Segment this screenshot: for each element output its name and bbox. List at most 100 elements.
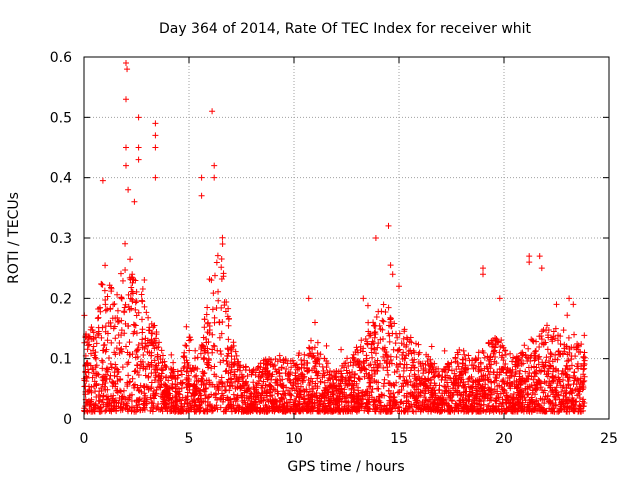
data-point [485,357,492,364]
data-point [314,350,321,357]
data-point [344,370,351,377]
data-point [390,394,397,401]
data-point [338,346,345,353]
data-point [172,406,179,413]
data-point [184,359,191,366]
data-point [500,344,507,351]
data-point [125,396,132,403]
data-point [254,380,261,387]
data-point [532,355,539,362]
data-point [218,256,225,263]
data-point [285,370,292,377]
data-point [129,296,136,303]
data-point [546,362,553,369]
data-point [407,367,414,374]
data-point [137,406,144,413]
data-point [133,298,140,305]
data-point [114,291,121,298]
data-point [84,360,91,367]
data-point [415,351,422,358]
peak-point [385,222,392,229]
data-point [441,407,448,414]
data-point [522,378,529,385]
data-point [556,407,563,414]
data-point [232,348,239,355]
data-point [122,395,129,402]
data-point [145,314,152,321]
grid-lines [84,57,609,419]
data-point [264,375,271,382]
data-point [256,377,263,384]
y-tick-label: 0.6 [50,50,72,66]
data-point [536,379,543,386]
data-point [348,385,355,392]
data-point [150,403,157,410]
data-point [387,399,394,406]
data-point [507,350,514,357]
data-point [551,408,558,415]
data-point [172,388,179,395]
data-point [458,368,465,375]
data-point [209,306,216,313]
data-point [389,330,396,337]
data-point [442,383,449,390]
data-point [110,399,117,406]
data-point [305,344,312,351]
data-point [148,339,155,346]
data-point [219,234,226,241]
data-point [535,361,542,368]
data-point [182,342,189,349]
data-point [272,356,279,363]
data-point [538,367,545,374]
data-point [541,396,548,403]
data-point [102,297,109,304]
data-point [136,387,143,394]
data-point [278,364,285,371]
data-point [247,389,254,396]
data-point [518,361,525,368]
data-point [306,350,313,357]
data-point [97,308,104,315]
data-point [247,408,254,415]
data-point [242,380,249,387]
peak-point [219,241,226,248]
data-point [529,337,536,344]
data-point [268,376,275,383]
data-point [550,405,557,412]
data-point [159,352,166,359]
data-point [211,314,218,321]
data-point [119,277,126,284]
data-point [122,267,129,274]
data-point [110,406,117,413]
data-point [244,387,251,394]
data-point [281,390,288,397]
data-point [231,356,238,363]
data-point [515,359,522,366]
data-point [87,398,94,405]
data-point [407,347,414,354]
data-point [415,358,422,365]
data-point [88,324,95,331]
data-point [257,364,264,371]
data-point [558,388,565,395]
data-point [215,387,222,394]
data-point [151,322,158,329]
data-point [208,391,215,398]
data-point [206,330,213,337]
data-point [388,323,395,330]
data-point [253,366,260,373]
x-tick-label: 25 [600,431,618,447]
data-point [370,340,377,347]
data-point [210,290,217,297]
data-point [168,351,175,358]
data-point [206,276,213,283]
data-point [568,389,575,396]
data-point [98,280,105,287]
data-point [124,405,131,412]
data-point [519,352,526,359]
data-point [287,391,294,398]
peak-point [553,301,560,308]
data-point [93,355,100,362]
data-point [400,349,407,356]
